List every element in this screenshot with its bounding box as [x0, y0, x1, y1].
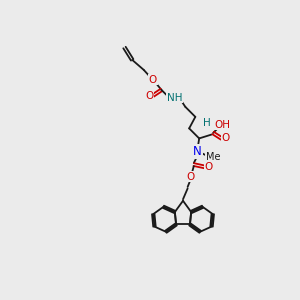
Text: O: O	[145, 91, 153, 101]
Text: O: O	[149, 75, 157, 85]
Text: NH: NH	[167, 93, 182, 103]
Text: O: O	[187, 172, 195, 182]
Text: Me: Me	[206, 152, 220, 162]
Text: O: O	[221, 134, 230, 143]
Text: OH: OH	[214, 119, 230, 130]
Text: H: H	[203, 118, 211, 128]
Text: O: O	[204, 162, 212, 172]
Text: N: N	[193, 145, 202, 158]
